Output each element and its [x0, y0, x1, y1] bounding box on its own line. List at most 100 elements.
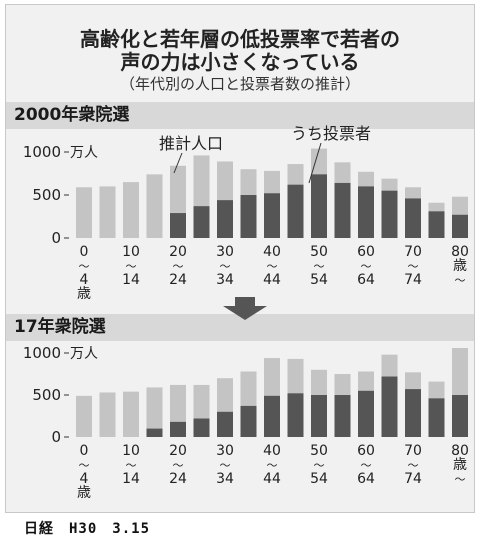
x-tick-label-2017-8-1: 〜: [267, 459, 278, 472]
x-tick-label-2000-10-0: 50: [310, 244, 328, 260]
y-tick-label-2000-1: 500: [32, 186, 61, 204]
bar-population-2000-0: [76, 187, 92, 238]
panel-title-2017: 17年衆院選: [14, 317, 106, 337]
bar-voters-2017-4: [170, 421, 186, 437]
bar-voters-2017-9: [287, 393, 304, 437]
panel-header-band-2017: 17年衆院選: [6, 314, 474, 341]
bar-voters-2000-14: [405, 198, 421, 238]
x-tick-label-2000-12-1: 〜: [361, 260, 372, 273]
legend-label-population: 推計人口: [159, 134, 223, 153]
x-tick-label-2000-14-2: 74: [404, 272, 422, 288]
x-tick-label-2017-12-2: 64: [357, 471, 375, 487]
x-tick-label-2000-14-0: 70: [404, 244, 422, 260]
legend-leader-voters: [308, 142, 322, 184]
transition-arrow-shaft: [235, 297, 255, 306]
bar-population-2017-1: [99, 392, 116, 437]
x-tick-label-2017-2-1: 〜: [126, 459, 137, 472]
y-tick-label-2017-0: 0: [51, 428, 61, 446]
bar-voters-2017-11: [334, 395, 351, 437]
bar-voters-2017-13: [381, 376, 398, 437]
x-tick-label-2017-10-2: 54: [310, 471, 328, 487]
x-tick-label-2017-16-1: 歳: [453, 457, 467, 473]
bar-voters-2017-12: [358, 390, 374, 437]
bar-voters-2000-4: [170, 213, 186, 238]
bar-population-2000-1: [99, 186, 116, 238]
x-tick-label-2000-4-1: 〜: [173, 260, 184, 273]
bar-voters-2000-5: [193, 206, 210, 238]
bar-voters-2000-7: [240, 195, 257, 238]
x-tick-label-2000-8-2: 44: [263, 272, 281, 288]
x-tick-label-2017-4-2: 24: [169, 471, 187, 487]
y-tick-label-2017-1: 500: [32, 386, 61, 404]
bar-voters-2000-13: [381, 190, 398, 238]
legend-label-voters: うち投票者: [291, 124, 371, 143]
x-tick-label-2017-0-1: 〜: [79, 459, 90, 472]
chart-title-line1: 高齢化と若年層の低投票率で若者の: [80, 27, 400, 51]
x-tick-label-2000-0-0: 0: [80, 244, 89, 260]
x-tick-label-2017-6-1: 〜: [220, 459, 231, 472]
x-tick-label-2017-8-0: 40: [263, 443, 281, 459]
bar-voters-2000-9: [287, 184, 304, 238]
x-tick-label-2000-14-1: 〜: [408, 260, 419, 273]
y-tick-label-2000-0: 0: [51, 229, 61, 247]
bar-voters-2017-8: [264, 395, 280, 437]
bar-voters-2017-5: [193, 418, 210, 437]
x-tick-label-2000-0-2: 4: [80, 272, 89, 288]
x-tick-label-2017-14-0: 70: [404, 443, 422, 459]
bar-voters-2017-6: [217, 411, 233, 437]
bar-voters-2000-12: [358, 186, 374, 238]
bar-population-2000-3: [146, 174, 163, 238]
y-unit-label-2017: 万人: [70, 346, 98, 362]
x-tick-label-2000-12-0: 60: [357, 244, 375, 260]
x-tick-label-2000-12-2: 64: [357, 272, 375, 288]
x-tick-label-2017-0-2: 4: [80, 471, 89, 487]
x-tick-label-2000-6-0: 30: [216, 244, 234, 260]
x-tick-label-2000-4-0: 20: [169, 244, 187, 260]
x-tick-label-2017-14-1: 〜: [408, 459, 419, 472]
x-tick-label-2000-10-1: 〜: [314, 260, 325, 273]
x-tick-label-2000-16-1: 歳: [453, 258, 467, 274]
x-tick-label-2000-8-0: 40: [263, 244, 281, 260]
panel-header-band-2000: 2000年衆院選: [6, 102, 474, 129]
bar-voters-2000-15: [428, 211, 445, 238]
legend-leader-population: [173, 152, 183, 174]
bar-voters-2017-16: [452, 395, 468, 437]
x-tick-label-2017-12-0: 60: [357, 443, 375, 459]
chart-figure: 高齢化と若年層の低投票率で若者の 声の力は小さくなっている （年代別の人口と投票…: [5, 4, 475, 513]
bar-population-2000-2: [123, 182, 139, 238]
bar-voters-2000-8: [264, 193, 280, 238]
x-tick-label-2017-4-0: 20: [169, 443, 187, 459]
x-tick-label-2000-6-1: 〜: [220, 260, 231, 273]
x-tick-label-2000-16-2: 〜: [455, 274, 466, 287]
x-tick-label-2000-0-1: 〜: [79, 260, 90, 273]
chart-subtitle: （年代別の人口と投票者数の推計）: [119, 75, 360, 93]
panel-title-2000: 2000年衆院選: [14, 105, 130, 125]
x-tick-label-2000-4-2: 24: [169, 272, 187, 288]
bar-voters-2017-3: [146, 428, 163, 437]
x-tick-label-2017-2-2: 14: [122, 471, 140, 487]
x-tick-label-2017-8-2: 44: [263, 471, 281, 487]
x-tick-label-2017-6-2: 34: [216, 471, 234, 487]
bar-voters-2017-10: [311, 395, 327, 437]
bar-voters-2000-16: [452, 214, 468, 238]
bar-voters-2017-14: [405, 389, 421, 437]
x-tick-label-2000-2-0: 10: [122, 244, 140, 260]
x-tick-label-2017-16-0: 80: [451, 443, 469, 459]
bar-population-2017-3: [146, 387, 163, 437]
y-unit-label-2000: 万人: [70, 145, 98, 161]
x-tick-label-2000-16-0: 80: [451, 244, 469, 260]
bar-voters-2000-6: [217, 200, 233, 238]
x-tick-label-2017-10-1: 〜: [314, 459, 325, 472]
bar-voters-2000-10: [311, 174, 327, 238]
x-tick-label-2017-2-0: 10: [122, 443, 140, 459]
x-tick-label-2000-0-3: 歳: [77, 286, 91, 302]
x-tick-label-2017-4-1: 〜: [173, 459, 184, 472]
x-tick-label-2017-16-2: 〜: [455, 473, 466, 486]
x-tick-label-2000-2-2: 14: [122, 272, 140, 288]
bar-voters-2000-11: [334, 182, 351, 238]
source-credit: 日経 H30 3.15: [24, 521, 151, 537]
x-tick-label-2017-12-1: 〜: [361, 459, 372, 472]
x-tick-label-2000-8-1: 〜: [267, 260, 278, 273]
bar-population-2017-0: [76, 395, 92, 437]
